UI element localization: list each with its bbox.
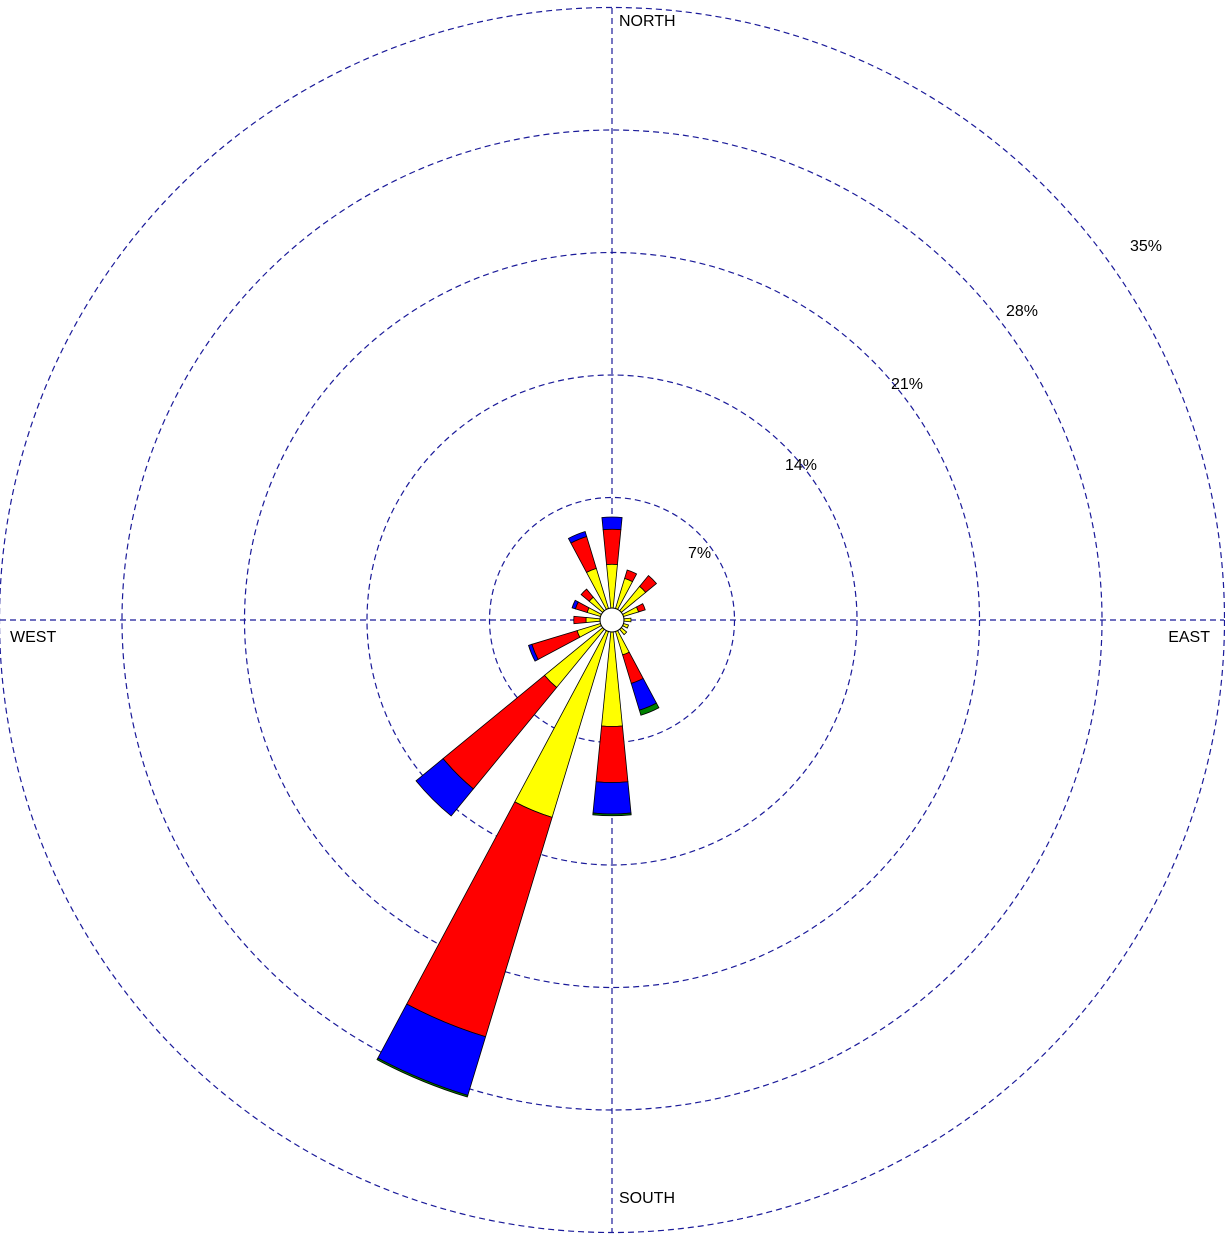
ring-21 (243, 251, 981, 989)
sector-202.5-class-4 (376, 1057, 469, 1098)
ring-label-14: 14% (785, 457, 817, 474)
sector-180-class-3 (592, 781, 632, 815)
ring-label-7: 7% (688, 545, 711, 562)
sector-225-class-3 (415, 758, 474, 817)
ring-28 (121, 129, 1103, 1111)
direction-label-south: SOUTH (619, 1190, 675, 1207)
wind-rose-sectors (376, 516, 660, 1098)
sector-202.5-class-2 (406, 801, 553, 1038)
sector-270-class-2 (573, 615, 587, 625)
calm-circle-layer (599, 607, 625, 633)
sector-22.5-class-2 (624, 569, 638, 583)
sector-45-class-2 (639, 574, 658, 593)
ring-label-35: 35% (1130, 238, 1162, 255)
ring-label-28: 28% (1006, 303, 1038, 320)
sector-180-class-2 (595, 725, 629, 783)
sector-90-class-1 (623, 617, 632, 623)
sector-157.5-class-1 (614, 630, 630, 656)
sector-157.5-class-2 (622, 651, 644, 684)
sector-247.5-class-3 (528, 643, 539, 662)
sector-180-class-4 (592, 812, 632, 817)
sector-270-class-1 (585, 617, 601, 623)
sector-180-class-1 (601, 631, 623, 727)
ring-14 (366, 374, 858, 866)
sector-67.5-class-2 (635, 603, 646, 613)
direction-label-north: NORTH (619, 13, 676, 30)
calm-circle (599, 607, 625, 633)
sector-157.5-class-4 (638, 702, 660, 716)
direction-label-east: EAST (1168, 629, 1210, 646)
sector-292.5-class-3 (571, 599, 579, 610)
direction-label-west: WEST (10, 629, 56, 646)
sector-337.5-class-3 (567, 530, 588, 544)
sector-315-class-2 (580, 588, 594, 602)
sector-202.5-class-1 (514, 630, 610, 818)
ring-label-21: 21% (891, 376, 923, 393)
sector-0-class-2 (602, 528, 622, 565)
sector-0-class-1 (606, 563, 618, 609)
sector-337.5-class-2 (570, 536, 597, 573)
sector-0-class-3 (601, 516, 623, 531)
chart-labels: NORTH SOUTH EAST WEST 7% 14% 21% 28% 35% (10, 13, 1210, 1207)
